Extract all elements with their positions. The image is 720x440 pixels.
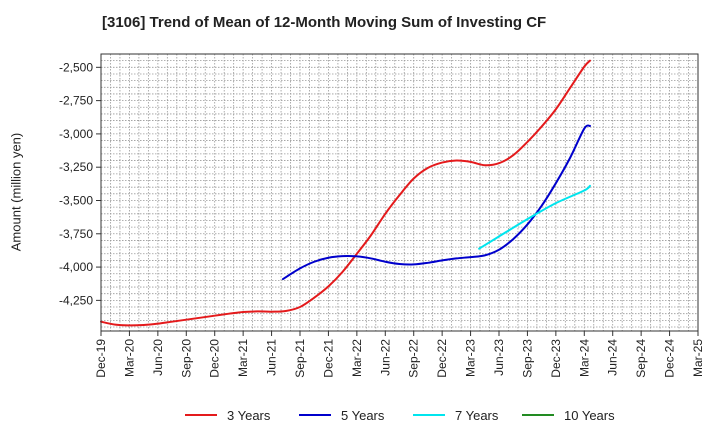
series-line-5-years [281, 124, 591, 281]
x-tick-label: Jun-21 [265, 339, 279, 376]
x-tick-label: Dec-24 [663, 339, 677, 378]
x-tick-label: Dec-21 [321, 339, 335, 378]
y-ticks: -2,500 -2,750 -3,000 -3,250 -3,500 -3,750 -4,0… [59, 60, 101, 307]
x-tick-label: Sep-23 [520, 339, 534, 378]
y-tick-label: -2,750 [59, 94, 93, 108]
legend-item-7-years: 7 Years [413, 405, 498, 425]
x-tick-label: Mar-24 [577, 339, 591, 377]
y-tick-label: -2,500 [59, 60, 93, 74]
x-tick-label: Sep-21 [293, 339, 307, 378]
legend-swatch [185, 414, 217, 416]
x-tick-label: Jun-20 [151, 339, 165, 376]
legend-label: 7 Years [455, 407, 499, 423]
series-group [100, 59, 591, 327]
legend-swatch [522, 414, 554, 416]
y-tick-label: -3,500 [59, 193, 93, 207]
x-tick-label: Jun-24 [606, 339, 620, 376]
legend-label: 3 Years [227, 407, 271, 423]
x-tick-label: Mar-22 [350, 339, 364, 377]
chart-title: [3106] Trend of Mean of 12-Month Moving … [102, 14, 547, 31]
legend-swatch [413, 414, 445, 416]
x-tick-label: Mar-23 [464, 339, 478, 377]
x-tick-label: Sep-24 [634, 339, 648, 378]
y-tick-label: -3,000 [59, 127, 93, 141]
y-tick-label: -4,000 [59, 260, 93, 274]
y-tick-label: -4,250 [59, 293, 93, 307]
legend-label: 5 Years [341, 407, 385, 423]
grid [101, 53, 698, 331]
x-tick-label: Dec-23 [549, 339, 563, 378]
legend-item-3-years: 3 Years [185, 405, 270, 425]
plot-background [101, 54, 698, 331]
legend-swatch [299, 414, 331, 416]
x-tick-label: Sep-22 [407, 339, 421, 378]
x-tick-label: Dec-19 [94, 339, 108, 378]
x-tick-label: Mar-20 [122, 339, 136, 377]
legend-item-10-years: 10 Years [522, 405, 615, 425]
y-tick-label: -3,250 [59, 160, 93, 174]
legend: 3 Years 5 Years 7 Years 10 Years [0, 405, 720, 425]
series-line-3-years [100, 59, 591, 327]
x-tick-label: Dec-22 [435, 339, 449, 378]
x-tick-label: Jun-22 [378, 339, 392, 376]
x-tick-label: Mar-25 [691, 339, 705, 377]
legend-label: 10 Years [564, 407, 615, 423]
series-line-7-years [478, 184, 591, 250]
x-tick-label: Jun-23 [492, 339, 506, 376]
x-tick-label: Sep-20 [179, 339, 193, 378]
plot-frame [100, 53, 699, 332]
x-ticks: Dec-19 Mar-20 Jun-20 Sep-20 Dec-20 Mar-21 Jun-… [94, 331, 705, 378]
y-tick-label: -3,750 [59, 227, 93, 241]
legend-item-5-years: 5 Years [299, 405, 384, 425]
x-tick-label: Mar-21 [236, 339, 250, 377]
x-tick-label: Dec-20 [208, 339, 222, 378]
